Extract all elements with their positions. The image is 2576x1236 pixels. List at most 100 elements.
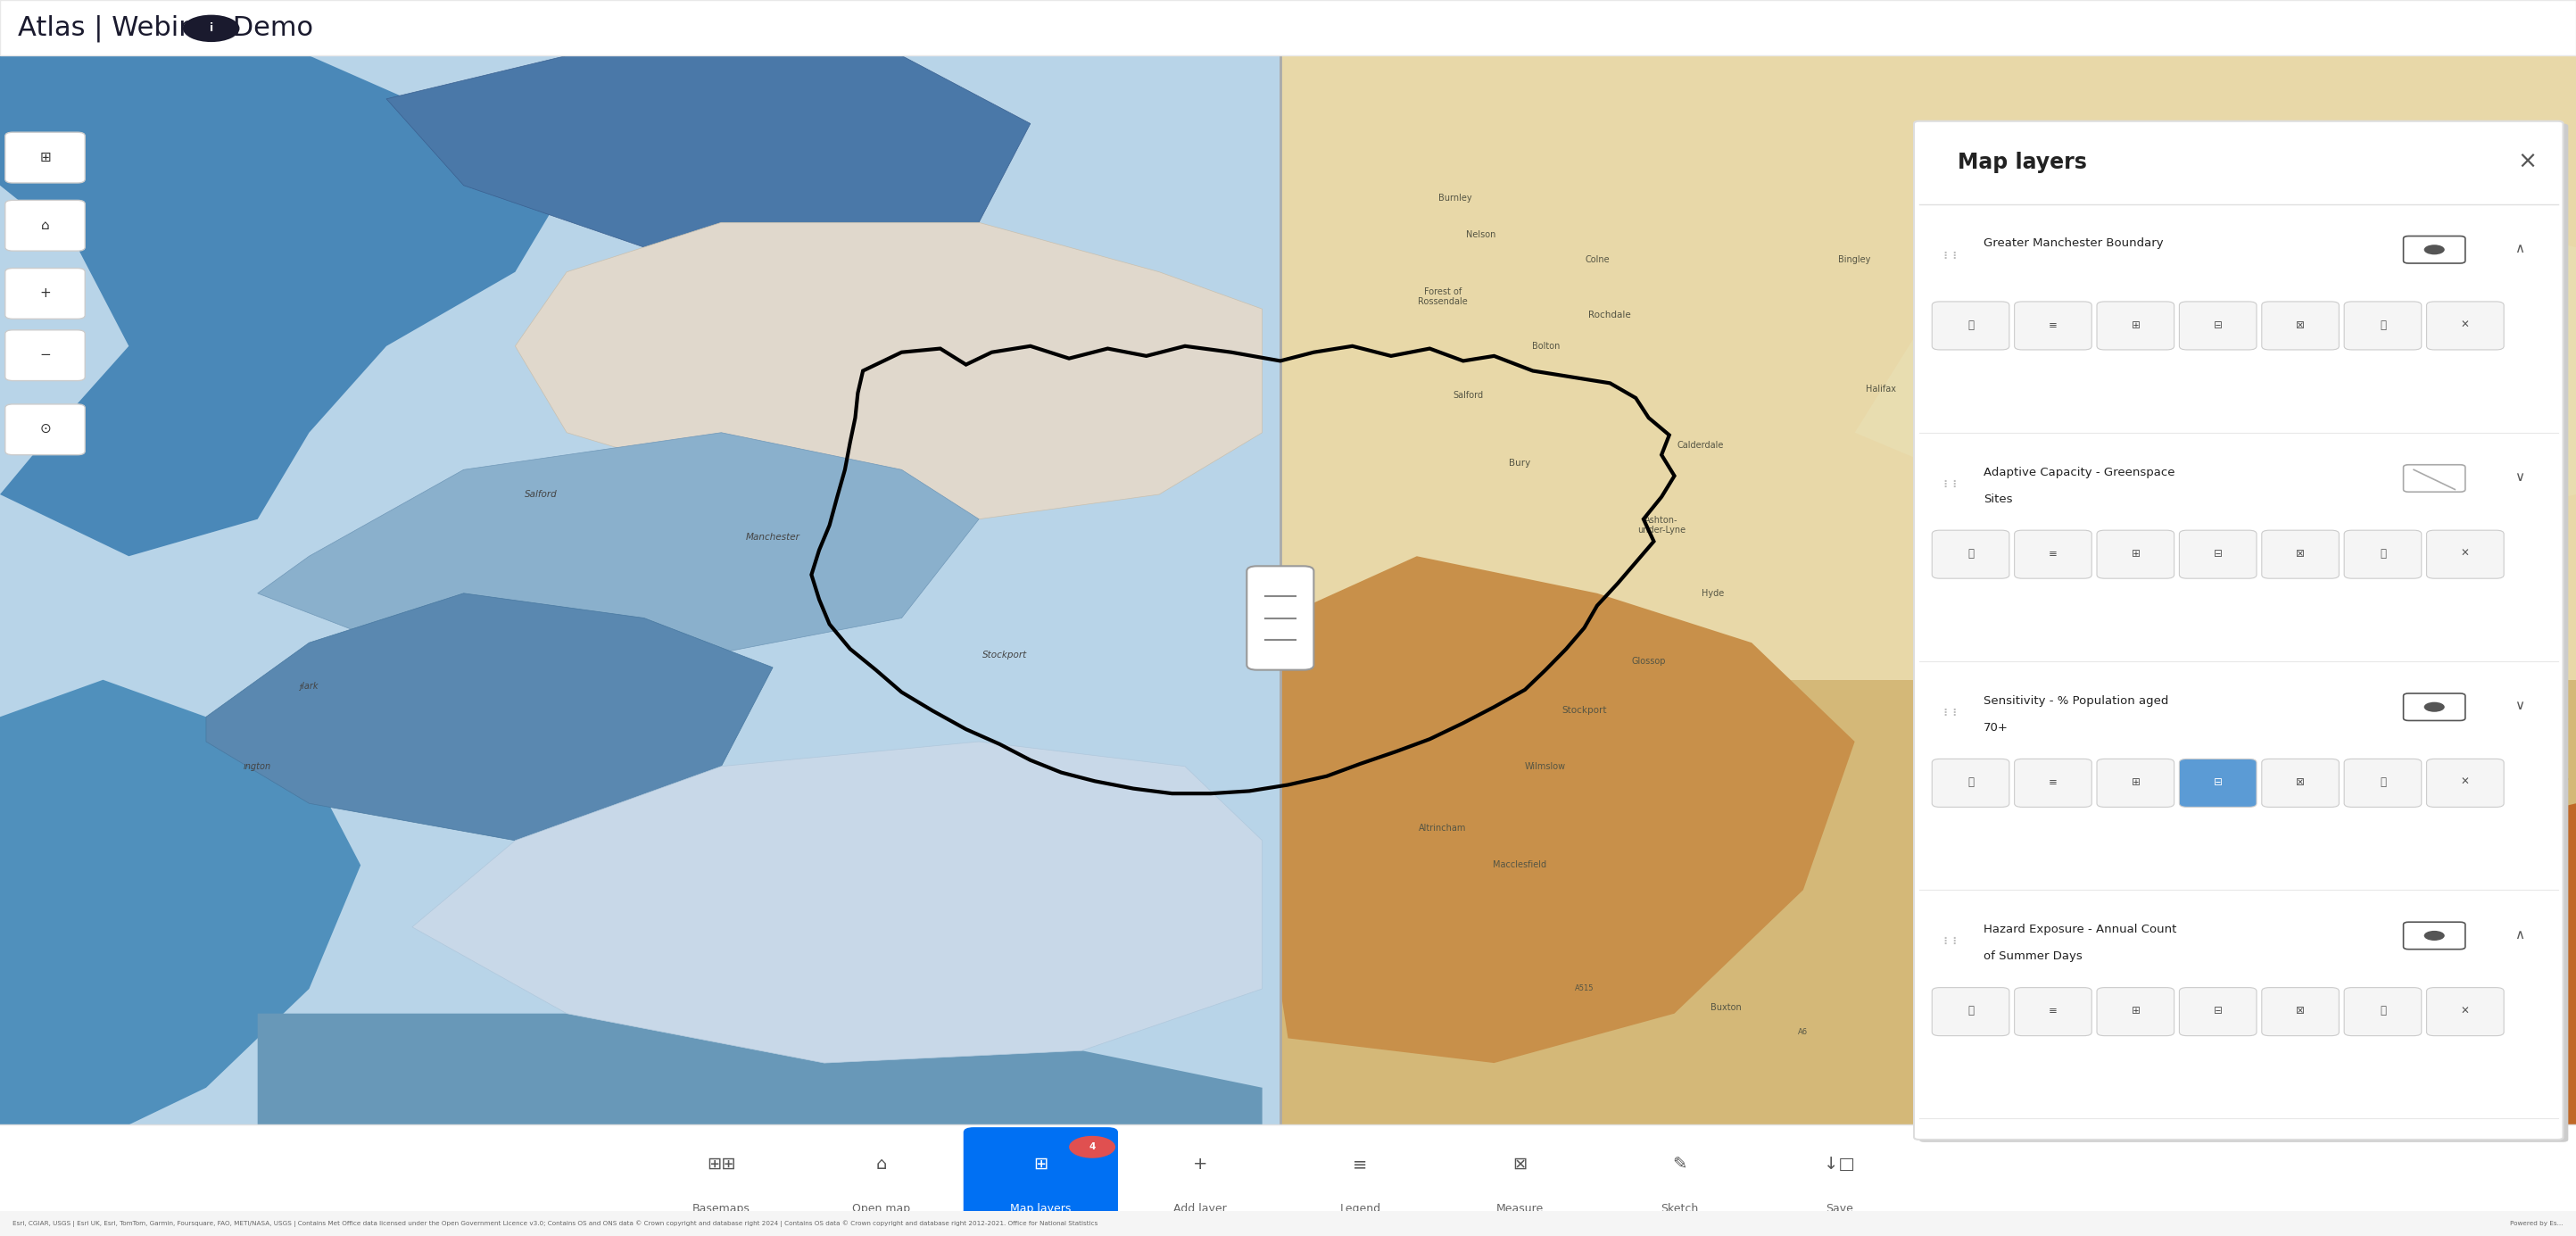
Text: ⓘ: ⓘ — [2380, 1005, 2385, 1017]
FancyBboxPatch shape — [1932, 530, 2009, 578]
Text: ≡: ≡ — [1352, 1156, 1368, 1173]
FancyBboxPatch shape — [2014, 530, 2092, 578]
FancyBboxPatch shape — [1932, 759, 2009, 807]
Circle shape — [1069, 1136, 1115, 1158]
Text: ⊟: ⊟ — [2213, 776, 2223, 789]
Text: Buxton: Buxton — [1710, 1002, 1741, 1012]
Text: ↓□: ↓□ — [1824, 1156, 1855, 1173]
FancyBboxPatch shape — [2179, 530, 2257, 578]
FancyBboxPatch shape — [5, 330, 85, 381]
Bar — [0, 1211, 2576, 1236]
Text: ⊞: ⊞ — [2130, 776, 2141, 789]
Text: Open map: Open map — [853, 1203, 909, 1215]
Text: Wilmslow: Wilmslow — [1525, 761, 1566, 771]
FancyBboxPatch shape — [1247, 566, 1314, 670]
Text: ⋮⋮: ⋮⋮ — [1940, 708, 1960, 718]
FancyBboxPatch shape — [5, 268, 85, 319]
Polygon shape — [1280, 556, 1855, 1063]
Text: ✎: ✎ — [1672, 1156, 1687, 1173]
Text: +: + — [1193, 1156, 1208, 1173]
Text: ⊟: ⊟ — [2213, 1005, 2223, 1017]
Text: Rochdale: Rochdale — [1589, 310, 1631, 320]
Polygon shape — [2190, 803, 2576, 1162]
Text: Bingley: Bingley — [1839, 255, 1870, 265]
FancyBboxPatch shape — [2262, 530, 2339, 578]
Text: Adaptive Capacity - Greenspace: Adaptive Capacity - Greenspace — [1984, 466, 2174, 478]
FancyBboxPatch shape — [2097, 988, 2174, 1036]
Text: ⌕: ⌕ — [1968, 1005, 1973, 1017]
Text: ⌕: ⌕ — [1968, 548, 1973, 560]
Text: ⌂: ⌂ — [876, 1156, 886, 1173]
Text: Worksop: Worksop — [2532, 774, 2568, 784]
Text: Sheffield: Sheffield — [2223, 662, 2259, 672]
Text: ✕: ✕ — [2460, 548, 2470, 560]
Polygon shape — [412, 742, 1262, 1063]
Text: Nelson: Nelson — [1466, 230, 1497, 240]
FancyBboxPatch shape — [2014, 759, 2092, 807]
FancyBboxPatch shape — [2427, 759, 2504, 807]
Polygon shape — [1855, 185, 2576, 556]
Text: ✕: ✕ — [2460, 776, 2470, 789]
FancyBboxPatch shape — [1919, 124, 2568, 1142]
Text: Save: Save — [1826, 1203, 1852, 1215]
FancyBboxPatch shape — [2179, 988, 2257, 1036]
Text: Bury: Bury — [1510, 459, 1530, 468]
FancyBboxPatch shape — [2097, 302, 2174, 350]
FancyBboxPatch shape — [2427, 988, 2504, 1036]
Text: 4: 4 — [1090, 1142, 1095, 1152]
FancyBboxPatch shape — [5, 404, 85, 455]
Text: 70+: 70+ — [1984, 722, 2009, 734]
Text: ⊠: ⊠ — [1512, 1156, 1528, 1173]
FancyBboxPatch shape — [1932, 988, 2009, 1036]
Text: Sensitivity - % Population aged: Sensitivity - % Population aged — [1984, 695, 2169, 707]
Text: Hazard Exposure - Annual Count: Hazard Exposure - Annual Count — [1984, 923, 2177, 936]
Text: i: i — [209, 22, 214, 35]
Text: ∨: ∨ — [2514, 471, 2524, 483]
Text: −: − — [39, 349, 52, 361]
Text: Map layers: Map layers — [1958, 152, 2087, 173]
Text: ⊞: ⊞ — [2130, 1005, 2141, 1017]
FancyBboxPatch shape — [2344, 530, 2421, 578]
Text: Salford: Salford — [526, 489, 556, 499]
Text: Legend: Legend — [1340, 1203, 1381, 1215]
Text: Sketch: Sketch — [1662, 1203, 1698, 1215]
Text: ⋮⋮: ⋮⋮ — [1940, 937, 1960, 947]
Circle shape — [2424, 702, 2445, 712]
Text: ⊞: ⊞ — [1033, 1156, 1048, 1173]
Text: A6: A6 — [1798, 1028, 1808, 1036]
Text: Add layer: Add layer — [1175, 1203, 1226, 1215]
Polygon shape — [258, 433, 979, 667]
FancyBboxPatch shape — [2014, 988, 2092, 1036]
Text: Map layers: Map layers — [1010, 1203, 1072, 1215]
Polygon shape — [386, 56, 1030, 272]
Text: High Peak
National
Park: High Peak National Park — [2040, 703, 2081, 730]
Polygon shape — [206, 593, 773, 840]
Text: Bradford: Bradford — [1940, 341, 1976, 351]
Text: ×: × — [2517, 151, 2537, 174]
Text: Chesterfield: Chesterfield — [2215, 848, 2267, 858]
Text: Powered by Es...: Powered by Es... — [2509, 1221, 2563, 1226]
Bar — [1280, 56, 2576, 1162]
Text: ⊟: ⊟ — [2213, 319, 2223, 331]
Text: ⊠: ⊠ — [2295, 776, 2306, 789]
Text: ⌕: ⌕ — [1968, 776, 1973, 789]
Polygon shape — [0, 56, 567, 556]
Text: ⊠: ⊠ — [2295, 1005, 2306, 1017]
Text: ∧: ∧ — [2514, 242, 2524, 255]
Text: ıngton: ıngton — [245, 761, 270, 771]
Text: ⊙: ⊙ — [39, 423, 52, 435]
Text: Esri, CGIAR, USGS | Esri UK, Esri, TomTom, Garmin, Foursquare, FAO, METI/NASA, U: Esri, CGIAR, USGS | Esri UK, Esri, TomTo… — [13, 1220, 1097, 1227]
Text: Shipley: Shipley — [1942, 292, 1973, 302]
FancyBboxPatch shape — [2344, 759, 2421, 807]
FancyBboxPatch shape — [2427, 530, 2504, 578]
FancyBboxPatch shape — [5, 200, 85, 251]
Text: ⋮⋮: ⋮⋮ — [1940, 251, 1960, 261]
Bar — [0, 56, 1280, 1162]
Text: Manchester: Manchester — [744, 533, 801, 543]
FancyBboxPatch shape — [2344, 302, 2421, 350]
FancyBboxPatch shape — [2262, 988, 2339, 1036]
Text: ⓘ: ⓘ — [2380, 776, 2385, 789]
Text: ∨: ∨ — [2514, 700, 2524, 712]
Text: Holmfirth: Holmfirth — [1937, 551, 1978, 561]
Bar — [0, 1125, 2576, 1236]
